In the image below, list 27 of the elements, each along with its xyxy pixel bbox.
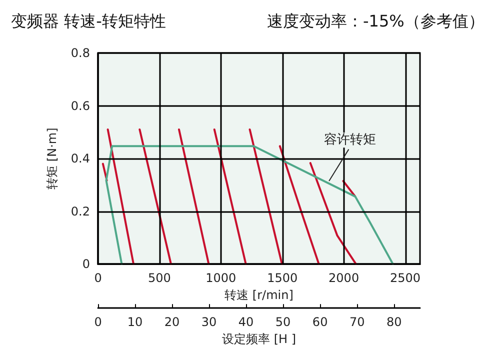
x-axis-title: 转速 [r/min] bbox=[224, 288, 294, 302]
x-tick-label: 500 bbox=[148, 271, 171, 286]
y-tick-label: 0.6 bbox=[70, 98, 90, 113]
x2-tick-label: 80 bbox=[386, 315, 402, 330]
x-tick-label: 1000 bbox=[206, 271, 236, 286]
annotation: 容许转矩 bbox=[324, 132, 376, 148]
y-tick-label: 0.2 bbox=[70, 204, 90, 218]
chart-title: 变频器 转速-转矩特性 bbox=[11, 12, 166, 30]
y-tick-label: 0.4 bbox=[70, 152, 90, 166]
x2-tick-label: 20 bbox=[164, 315, 180, 330]
x2-axis-title: 设定频率 [H ] bbox=[222, 332, 296, 346]
y-axis-title: 转矩 [N·m] bbox=[45, 128, 59, 190]
chart-subtitle: 速度变动率：-15%（参考值） bbox=[267, 12, 484, 30]
x-tick-label: 1500 bbox=[267, 271, 298, 286]
x2-tick-label: 70 bbox=[349, 315, 365, 330]
y-tick-label: 0 bbox=[82, 257, 90, 272]
x2-tick-label: 40 bbox=[238, 315, 254, 330]
x-tick-label: 2000 bbox=[328, 271, 360, 286]
y-tick-label: 0.8 bbox=[70, 46, 90, 60]
x2-tick-label: 50 bbox=[275, 315, 291, 330]
x-tick-label: 2500 bbox=[390, 271, 421, 286]
line-series bbox=[105, 145, 394, 266]
x2-tick-label: 60 bbox=[312, 315, 328, 330]
x2-tick-label: 30 bbox=[201, 315, 217, 330]
x2-tick-label: 0 bbox=[94, 315, 102, 330]
x2-tick-label: 10 bbox=[127, 315, 143, 330]
x-tick-label: 0 bbox=[94, 271, 102, 286]
